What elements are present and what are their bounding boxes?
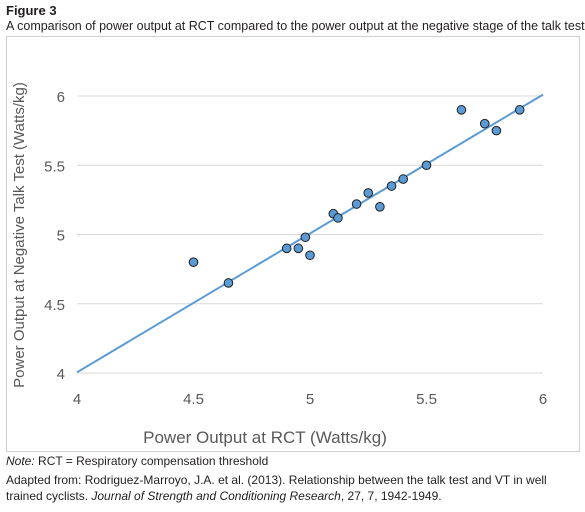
y-tick-label-2: 5 <box>57 228 65 245</box>
figure-label: Figure 3 <box>6 3 57 18</box>
data-point-13 <box>421 160 432 171</box>
data-point-12 <box>398 174 409 184</box>
data-point-15 <box>479 118 490 129</box>
data-point-8 <box>351 199 362 209</box>
data-point-0 <box>188 257 199 267</box>
figure-caption: A comparison of power output at RCT comp… <box>6 19 585 33</box>
y-tick-label-4: 6 <box>57 89 65 106</box>
data-point-1 <box>223 278 234 288</box>
trendline <box>76 93 544 374</box>
x-tick-label-4: 6 <box>539 391 547 408</box>
x-axis-label: Power Output at RCT (Watts/kg) <box>143 428 387 447</box>
note-prefix: Note: <box>6 454 35 468</box>
source-part1: Adapted from: Rodriguez-Marroyo, J.A. et… <box>6 473 547 503</box>
x-tick-label-2: 5 <box>306 391 314 408</box>
source-journal: Journal of Strength and Conditioning Res… <box>91 489 341 503</box>
data-point-3 <box>293 243 304 254</box>
data-point-4 <box>300 232 311 243</box>
x-tick-label-0: 4 <box>73 391 81 408</box>
data-point-9 <box>363 188 374 198</box>
note-text: RCT = Respiratory compensation threshold <box>34 454 269 468</box>
data-point-10 <box>375 202 385 212</box>
trendline-group <box>76 93 544 374</box>
x-tick-labels: 4 4.5 5 5.5 6 <box>73 391 547 408</box>
y-tick-label-0: 4 <box>57 366 65 383</box>
data-point-14 <box>456 105 467 115</box>
y-tick-label-1: 4.5 <box>44 297 65 314</box>
chart-panel: 4 4.5 5 5.5 6 4 4.5 5 5.5 6 Power Output at RCT … <box>6 36 580 452</box>
data-point-2 <box>281 243 292 254</box>
y-axis-label: Power Output at Negative Talk Test (Watt… <box>11 82 28 388</box>
x-tick-label-1: 4.5 <box>183 391 204 408</box>
data-point-7 <box>333 213 343 223</box>
data-point-11 <box>386 181 397 191</box>
x-tick-label-3: 5.5 <box>416 391 437 408</box>
scatter-chart: 4 4.5 5 5.5 6 4 4.5 5 5.5 6 Power Output at RCT … <box>11 82 547 447</box>
data-point-16 <box>491 125 502 136</box>
y-tick-labels: 4 4.5 5 5.5 6 <box>44 89 65 383</box>
data-point-5 <box>305 250 315 261</box>
figure-note: Note: RCT = Respiratory compensation thr… <box>6 454 268 468</box>
data-point-17 <box>514 105 525 115</box>
source-part2: , 27, 7, 1942-1949. <box>340 489 442 503</box>
y-tick-label-3: 5.5 <box>44 158 65 175</box>
source-citation: Adapted from: Rodriguez-Marroyo, J.A. et… <box>6 472 581 504</box>
data-points <box>188 105 525 288</box>
